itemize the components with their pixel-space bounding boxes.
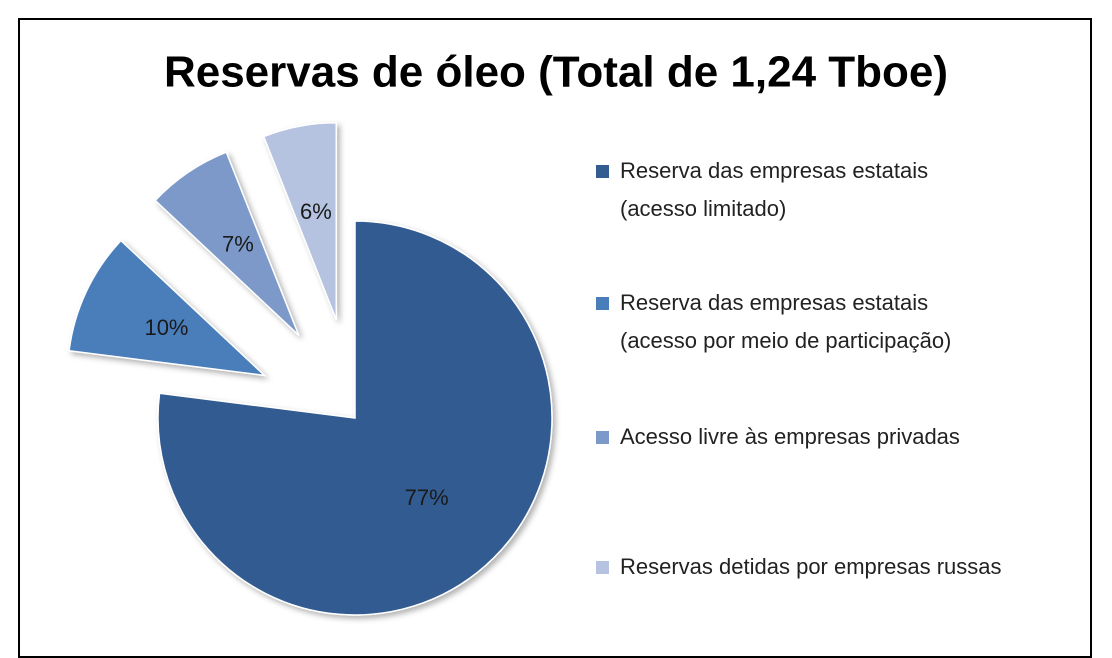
legend-swatch: [596, 165, 609, 178]
pie-slice: [157, 220, 553, 616]
data-label: 10%: [144, 315, 188, 340]
legend-label: Acesso livre às empresas privadas: [620, 424, 960, 449]
legend-label: Reservas detidas por empresas russas: [620, 554, 1002, 579]
chart: Reservas de óleo (Total de 1,24 Tboe) 77…: [68, 48, 948, 616]
legend-item: Reserva das empresas estatais (acesso li…: [596, 152, 928, 228]
pie-slice: [262, 122, 338, 321]
pie-slice: [154, 151, 300, 336]
legend-item: Reservas detidas por empresas russas: [596, 548, 1002, 586]
data-label: 7%: [222, 231, 254, 256]
chart-title: Reservas de óleo (Total de 1,24 Tboe): [164, 48, 948, 97]
legend-swatch: [596, 431, 609, 444]
legend-label: Reserva das empresas estatais (acesso li…: [620, 158, 929, 221]
legend-label: Reserva das empresas estatais (acesso po…: [620, 290, 952, 353]
data-label: 6%: [300, 199, 332, 224]
legend-swatch: [596, 297, 609, 310]
page: Reservas de óleo (Total de 1,24 Tboe) 77…: [18, 18, 1092, 658]
pie-slice: [68, 239, 267, 377]
data-label: 77%: [405, 485, 449, 510]
legend-swatch: [596, 561, 609, 574]
legend-item: Acesso livre às empresas privadas: [596, 418, 960, 456]
legend-item: Reserva das empresas estatais (acesso po…: [596, 284, 951, 360]
